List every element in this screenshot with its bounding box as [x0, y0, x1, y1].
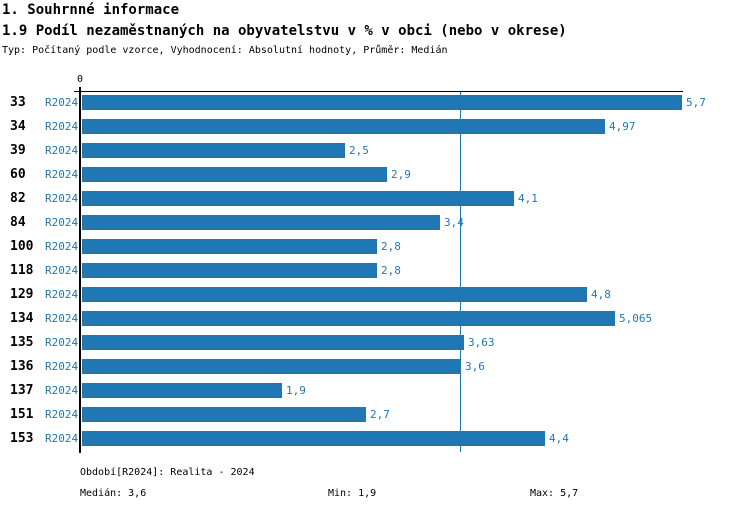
bar — [82, 95, 682, 110]
x-axis-zero-tick-label: 0 — [76, 74, 84, 85]
row-series-label: R2024 — [45, 360, 79, 373]
row-series-label: R2024 — [45, 408, 79, 421]
row-id-label: 137 — [10, 383, 34, 398]
bar — [82, 359, 461, 374]
row-series-label: R2024 — [45, 384, 79, 397]
row-series-label: R2024 — [45, 216, 79, 229]
row-id-label: 129 — [10, 287, 34, 302]
y-axis-line — [79, 87, 81, 453]
row-id-label: 151 — [10, 407, 34, 422]
bar-value-label: 2,8 — [381, 264, 401, 277]
row-series-label: R2024 — [45, 432, 79, 445]
bar — [82, 263, 377, 278]
row-id-label: 135 — [10, 335, 34, 350]
bar — [82, 335, 464, 350]
bar — [82, 239, 377, 254]
row-series-label: R2024 — [45, 192, 79, 205]
min-stat: Min: 1,9 — [328, 488, 377, 499]
chart-title: 1.9 Podíl nezaměstnaných na obyvatelstvu… — [2, 23, 567, 39]
bar-value-label: 4,4 — [549, 432, 569, 445]
section-title: 1. Souhrnné informace — [2, 2, 180, 18]
bar-value-label: 2,7 — [370, 408, 390, 421]
bar-value-label: 4,97 — [609, 120, 636, 133]
bar — [82, 383, 282, 398]
row-series-label: R2024 — [45, 288, 79, 301]
bar-value-label: 1,9 — [286, 384, 306, 397]
bar-value-label: 3,63 — [468, 336, 495, 349]
chart-subtitle: Typ: Počítaný podle vzorce, Vyhodnocení:… — [2, 45, 448, 56]
row-series-label: R2024 — [45, 336, 79, 349]
row-series-label: R2024 — [45, 168, 79, 181]
row-id-label: 39 — [10, 143, 26, 158]
row-id-label: 136 — [10, 359, 34, 374]
bar — [82, 119, 605, 134]
row-id-label: 100 — [10, 239, 34, 254]
bar-value-label: 2,8 — [381, 240, 401, 253]
bar — [82, 311, 615, 326]
row-series-label: R2024 — [45, 96, 79, 109]
bar-value-label: 2,5 — [349, 144, 369, 157]
median-reference-line — [460, 92, 461, 452]
bar-value-label: 3,6 — [465, 360, 485, 373]
row-id-label: 34 — [10, 119, 26, 134]
row-id-label: 82 — [10, 191, 26, 206]
median-stat: Medián: 3,6 — [80, 488, 147, 499]
max-stat: Max: 5,7 — [530, 488, 579, 499]
x-axis-line — [74, 91, 683, 92]
row-id-label: 33 — [10, 95, 26, 110]
bar — [82, 167, 387, 182]
bar-value-label: 2,9 — [391, 168, 411, 181]
bar-value-label: 5,065 — [619, 312, 653, 325]
bar — [82, 407, 366, 422]
row-series-label: R2024 — [45, 312, 79, 325]
row-series-label: R2024 — [45, 120, 79, 133]
row-series-label: R2024 — [45, 240, 79, 253]
bar — [82, 287, 587, 302]
bar — [82, 143, 345, 158]
bar — [82, 431, 545, 446]
row-id-label: 84 — [10, 215, 26, 230]
row-id-label: 134 — [10, 311, 34, 326]
row-id-label: 118 — [10, 263, 34, 278]
row-id-label: 60 — [10, 167, 26, 182]
bar-value-label: 5,7 — [686, 96, 706, 109]
row-series-label: R2024 — [45, 264, 79, 277]
bar — [82, 191, 514, 206]
period-legend: Období[R2024]: Realita - 2024 — [80, 467, 255, 478]
row-series-label: R2024 — [45, 144, 79, 157]
bar-value-label: 4,8 — [591, 288, 611, 301]
row-id-label: 153 — [10, 431, 34, 446]
bar-value-label: 4,1 — [518, 192, 538, 205]
bar-value-label: 3,4 — [444, 216, 464, 229]
bar — [82, 215, 440, 230]
